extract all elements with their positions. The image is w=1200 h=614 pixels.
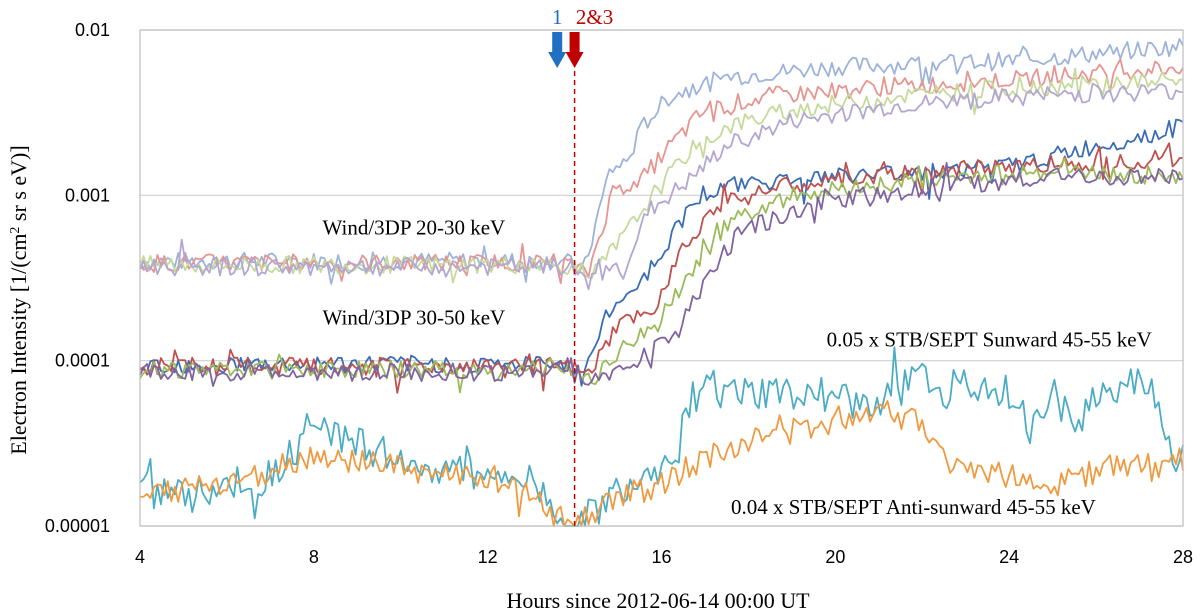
plot-frame bbox=[139, 29, 1184, 527]
series-line-20-30 bbox=[139, 82, 1184, 291]
grid-lines bbox=[140, 29, 1183, 527]
marker-arrow-head bbox=[548, 52, 567, 68]
x-tick-label: 16 bbox=[651, 547, 671, 567]
series-annotation: Wind/3DP 30-50 keV bbox=[323, 306, 506, 330]
y-tick-label: 0.0001 bbox=[55, 351, 110, 371]
series-line-20-30 bbox=[139, 67, 1184, 284]
series-line-30-50 bbox=[139, 142, 1184, 394]
annotations: Wind/3DP 20-30 keV Wind/3DP 30-50 keV 0.05… bbox=[323, 215, 1152, 519]
marker-arrow-head bbox=[565, 52, 584, 68]
marker-arrow-shaft bbox=[552, 32, 563, 52]
event-markers: 1 2&3 bbox=[548, 5, 613, 526]
x-tick-label: 20 bbox=[825, 547, 845, 567]
series-line-20-30 bbox=[139, 58, 1184, 285]
series-line-sunward bbox=[139, 346, 1184, 527]
x-tick-label: 28 bbox=[1173, 547, 1193, 567]
y-tick-label: 0.00001 bbox=[45, 516, 110, 536]
series-annotation: Wind/3DP 20-30 keV bbox=[323, 215, 506, 239]
x-axis-title: Hours since 2012-06-14 00:00 UT bbox=[506, 588, 810, 613]
y-axis-title: Electron Intensity [1/(cm2 sr s eV)] bbox=[6, 145, 31, 454]
y-axis-title-rest: sr s eV)] bbox=[6, 145, 31, 226]
x-tick-label: 12 bbox=[478, 547, 498, 567]
series-line-antisunward bbox=[139, 400, 1184, 527]
x-tick-label: 4 bbox=[135, 547, 145, 567]
y-axis-title-superscript: 2 bbox=[8, 227, 23, 234]
series-annotation: 0.04 x STB/SEPT Anti-sunward 45-55 keV bbox=[731, 495, 1096, 519]
series-line-30-50 bbox=[139, 162, 1184, 387]
y-axis-title-main: Electron Intensity [1/(cm bbox=[6, 234, 31, 455]
plot-border bbox=[139, 29, 1184, 527]
marker-label: 1 bbox=[552, 5, 563, 29]
series-annotation: 0.05 x STB/SEPT Sunward 45-55 keV bbox=[827, 327, 1152, 351]
x-tick-label: 24 bbox=[999, 547, 1019, 567]
series-line-20-30 bbox=[139, 38, 1184, 285]
y-tick-labels: 0.00001 0.0001 0.001 0.01 bbox=[45, 20, 110, 536]
marker-arrow-shaft bbox=[569, 32, 580, 52]
x-tick-label: 8 bbox=[309, 547, 319, 567]
x-tick-labels: 4 8 12 16 20 24 28 bbox=[135, 547, 1193, 567]
series-group bbox=[139, 38, 1184, 527]
y-tick-label: 0.01 bbox=[75, 20, 110, 40]
marker-label: 2&3 bbox=[576, 5, 613, 29]
y-tick-label: 0.001 bbox=[65, 185, 110, 205]
